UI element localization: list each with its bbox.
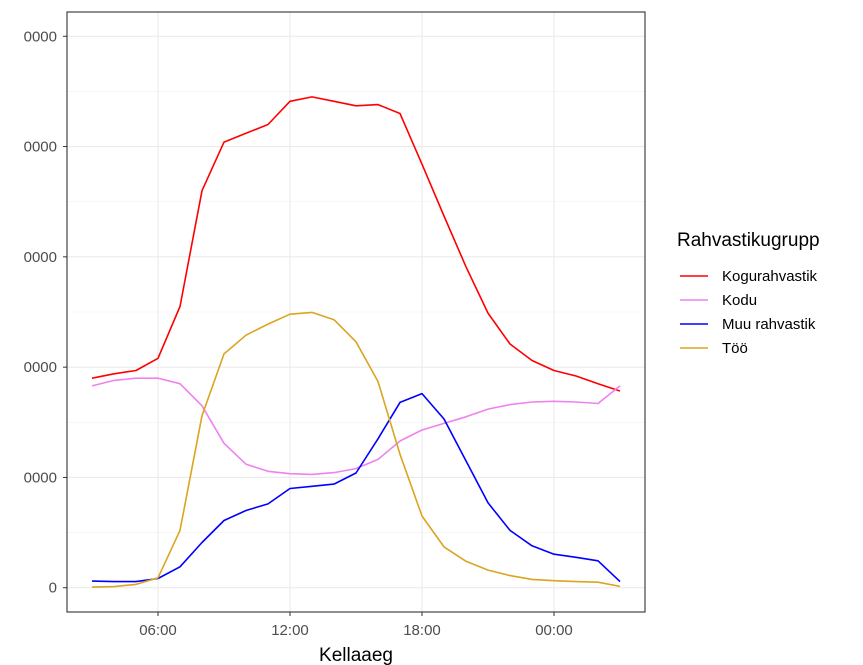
y-tick-label: 0000 [24, 139, 57, 156]
legend-label-kogurahvastik: Kogurahvastik [722, 268, 818, 285]
plot-border [66, 11, 646, 613]
x-tick-label: 06:00 [139, 622, 177, 639]
legend-label-t-: Töö [722, 340, 748, 357]
legend-label-muu-rahvastik: Muu rahvastik [722, 316, 816, 333]
y-tick-label: 0000 [24, 359, 57, 376]
y-tick-label: 0 [49, 580, 57, 597]
plot-panel [67, 12, 645, 612]
series-line-kogurahvastik [91, 96, 621, 392]
x-tick-label: 00:00 [535, 622, 573, 639]
series-line-muu-rahvastik [91, 392, 621, 583]
x-axis: 06:00 12:00 18:00 00:00 [139, 612, 573, 639]
series-line-kodu [91, 377, 621, 476]
y-tick-label: 0000 [24, 28, 57, 45]
legend-label-kodu: Kodu [722, 292, 757, 309]
x-tick-label: 18:00 [403, 622, 441, 639]
x-tick-label: 12:00 [271, 622, 309, 639]
series-layer [91, 96, 621, 588]
legend: Rahvastikugrupp Kogurahvastik Kodu Muu rah… [677, 230, 820, 357]
legend-title: Rahvastikugrupp [677, 230, 820, 251]
y-tick-label: 0000 [24, 469, 57, 486]
y-tick-label: 0000 [24, 249, 57, 266]
x-axis-title: Kellaaeg [319, 645, 393, 665]
series-line-t- [91, 311, 621, 588]
